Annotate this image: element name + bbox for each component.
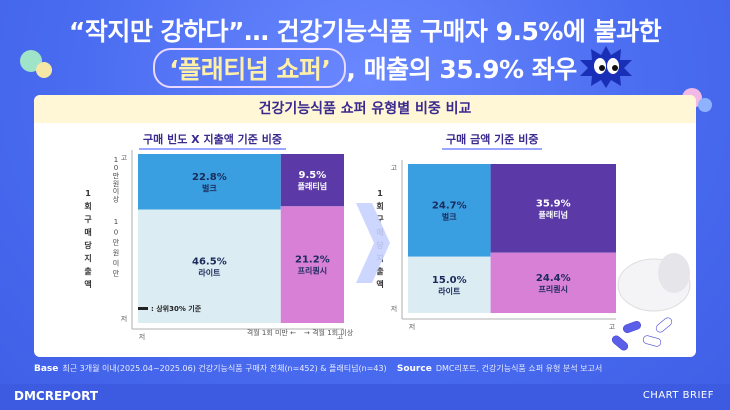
cell-value-label: 21.2% [295, 255, 330, 266]
mosaic-cell-1-1 [408, 256, 491, 313]
left-chart-title: 구매 빈도 X 지출액 기준 비중 [139, 131, 286, 150]
capsule-pill-icon [642, 335, 662, 347]
chart-brief-label: CHART BRIEF [642, 390, 714, 401]
base-label: Base [34, 364, 59, 374]
y-axis-title-char: 1 [85, 189, 91, 198]
mosaic-cell-0-3 [280, 206, 344, 323]
card-title: 건강기능식품 쇼퍼 유형별 비중 비교 [34, 95, 696, 123]
y-axis-top-label: 고 [121, 154, 128, 162]
capsule-pill-icon [655, 317, 673, 333]
row-label-bottom: 원 [113, 248, 119, 257]
cell-name-label: 벌크 [442, 211, 457, 221]
bottom-bar [0, 384, 730, 410]
capsule-pill-icon [623, 320, 641, 334]
legend-marker-icon [138, 307, 148, 310]
decor-bubble-yellow [36, 62, 52, 78]
y-axis-title-char: 회 [84, 201, 91, 211]
x-axis-left-label: 저 [409, 322, 415, 331]
y-axis-title-char: 당 [84, 240, 92, 250]
mosaic-cell-1-3 [490, 252, 616, 313]
base-text: 최근 3개월 이내(2025.04~2025.06) 건강기능식품 구매자 전체… [62, 364, 387, 373]
y-axis-title-char: 매 [84, 227, 91, 237]
row-label-bottom: 1 [114, 218, 118, 226]
row-label-bottom: 만 [113, 269, 120, 278]
row-label-top: 1 [114, 156, 118, 164]
headline-highlight: ‘플래티넘 쇼퍼’ [153, 48, 347, 88]
y-axis-top-label: 고 [391, 164, 398, 172]
cell-name-label: 벌크 [202, 183, 217, 193]
y-axis-title-char: 액 [84, 279, 91, 289]
row-label-bottom: 미 [113, 258, 119, 267]
footer-notes: Base 최근 3개월 이내(2025.04~2025.06) 건강기능식품 구매… [34, 363, 696, 374]
y-axis-title-char: 구 [84, 215, 92, 224]
mosaic-cell-0-0 [138, 154, 281, 210]
headline-rest: , 매출의 35.9% 좌우 [346, 55, 577, 84]
mosaic-cell-0-2 [280, 154, 344, 207]
arrow-chevron-icon [356, 203, 390, 283]
capsule-pill-icon [611, 335, 629, 351]
row-label-bottom: 0 [114, 228, 118, 236]
source-label: Source [396, 364, 432, 374]
starburst-eyes-icon [580, 46, 632, 88]
mosaic-cell-0-1 [138, 209, 281, 323]
cell-value-label: 35.9% [536, 198, 571, 209]
row-label-top: 만 [113, 171, 120, 180]
headline-line2: ‘플래티넘 쇼퍼’, 매출의 35.9% 좌우 [0, 48, 730, 88]
y-axis-title-char: 지 [84, 253, 91, 263]
mosaic-cell-1-2 [490, 164, 616, 253]
headline-line1: “작지만 강하다”… 건강기능식품 구매자 9.5%에 불과한 [68, 17, 662, 46]
cell-value-label: 24.7% [432, 200, 467, 211]
cell-name-label: 플래티넘 [298, 181, 327, 191]
row-label-top: 0 [114, 164, 118, 172]
decor-bubble-blue [698, 98, 712, 112]
row-label-top: 상 [113, 195, 120, 204]
y-axis-title-char: 출 [84, 266, 92, 276]
y-axis-title-char: 출 [376, 266, 384, 276]
y-axis-bottom-label: 저 [391, 304, 397, 313]
chart-card: 건강기능식품 쇼퍼 유형별 비중 비교 구매 빈도 X 지출액 기준 비중 구매… [34, 95, 696, 357]
x-axis-right-label: 고 [337, 333, 344, 341]
legend-col-right: → 격월 1회 이상 [304, 328, 354, 337]
y-axis-title-char: 액 [376, 279, 383, 289]
pill-bottle-cap-icon [658, 253, 690, 293]
cell-value-label: 9.5% [299, 170, 327, 181]
y-axis-bottom-label: 저 [121, 314, 127, 323]
cell-value-label: 24.4% [536, 273, 571, 284]
legend-marker-label: : 상위30% 기준 [151, 304, 202, 313]
brand-logo: DMCREPORT [14, 389, 99, 403]
cell-name-label: 라이트 [438, 286, 461, 296]
mosaic-cell-1-0 [408, 164, 491, 257]
cell-name-label: 플래티넘 [539, 209, 568, 219]
row-label-top: 이 [113, 187, 119, 196]
cell-value-label: 46.5% [192, 256, 227, 267]
cell-name-label: 프리퀀시 [539, 284, 568, 294]
y-axis-title-char: 회 [376, 201, 383, 211]
source-text: DMC리포트, 건강기능식품 쇼퍼 유형 분석 보고서 [435, 364, 603, 373]
y-axis-title-char: 1 [377, 189, 383, 198]
cell-name-label: 프리퀀시 [298, 266, 327, 276]
right-chart-title: 구매 금액 기준 비중 [442, 131, 543, 150]
legend-col-left: 격월 1회 미만 ← [247, 328, 296, 337]
x-axis-right-label: 고 [609, 323, 616, 331]
cell-value-label: 15.0% [432, 275, 467, 286]
y-axis-title-char: 구 [376, 215, 384, 224]
row-label-bottom: 만 [113, 238, 120, 247]
cell-name-label: 라이트 [198, 267, 221, 277]
cell-value-label: 22.8% [192, 172, 227, 183]
row-label-top: 원 [113, 179, 119, 188]
x-axis-left-label: 저 [139, 332, 145, 341]
